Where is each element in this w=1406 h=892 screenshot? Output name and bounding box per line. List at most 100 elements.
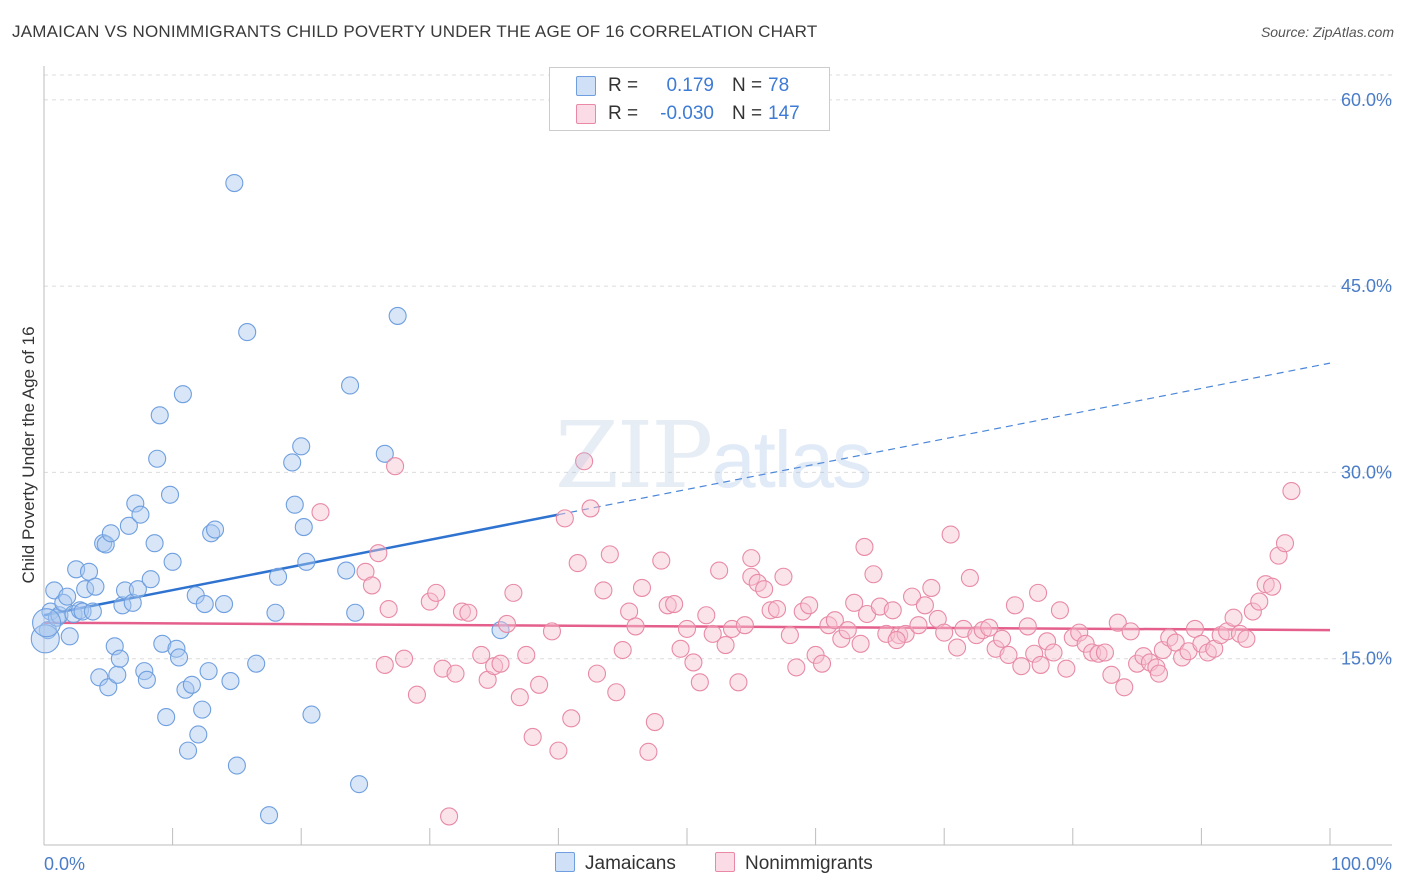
jamaican-point xyxy=(145,534,164,553)
jamaican-point xyxy=(205,520,225,539)
nonimmigrant-point xyxy=(517,645,536,665)
jamaican-point xyxy=(99,678,118,697)
nonimmigrant-point xyxy=(671,639,690,658)
nonimmigrant-point xyxy=(491,654,510,673)
nonimmigrant-point xyxy=(555,509,574,528)
nonimmigrant-point xyxy=(587,664,607,683)
legend-n-value: 78 xyxy=(768,75,790,96)
series-legend-jamaicans: Jamaicans xyxy=(555,852,676,875)
nonimmigrant-point xyxy=(600,545,619,564)
legend-r-label: R = xyxy=(608,103,639,124)
y-tick-label: 15.0% xyxy=(1341,649,1392,669)
nonimmigrant-point xyxy=(902,587,922,606)
trend-lines xyxy=(43,362,1331,632)
jamaican-point xyxy=(227,756,246,775)
nonimmigrant-point xyxy=(787,658,806,677)
nonimmigrant-point xyxy=(386,457,405,476)
nonimmigrant-point xyxy=(1083,643,1102,662)
nonimmigrant-point xyxy=(812,654,832,673)
jamaican-point xyxy=(238,323,257,342)
nonimmigrant-point xyxy=(395,649,414,668)
jamaican-point xyxy=(283,453,302,472)
nonimmigrant-point xyxy=(855,537,874,556)
series-legend-nonimmigrants: Nonimmigrants xyxy=(715,852,873,875)
legend-r-value: 0.179 xyxy=(666,75,714,96)
jamaican-point xyxy=(126,494,145,513)
jamaican-point xyxy=(96,535,115,554)
nonimmigrant-point xyxy=(607,683,626,702)
nonimmigrant-point xyxy=(1070,623,1089,642)
series-label-nonimmigrants: Nonimmigrants xyxy=(745,853,873,874)
jamaican-point xyxy=(30,624,60,654)
jamaican-point xyxy=(119,516,138,535)
nonimmigrant-point xyxy=(446,664,465,683)
nonimmigrant-point xyxy=(1031,655,1050,674)
watermark-zip: ZIP xyxy=(555,402,713,509)
jamaican-point xyxy=(266,603,285,622)
nonimmigrant-point xyxy=(742,549,761,568)
nonimmigrant-point xyxy=(864,565,883,584)
legend-r-value: -0.030 xyxy=(660,103,714,124)
jamaican-point xyxy=(388,306,407,325)
jamaican-point xyxy=(225,173,244,193)
jamaican-point xyxy=(32,608,62,638)
nonimmigrant-point xyxy=(523,727,542,747)
series-swatch-jamaicans xyxy=(555,852,575,872)
nonimmigrant-point xyxy=(1057,659,1076,678)
nonimmigrant-point xyxy=(716,635,735,655)
jamaican-point xyxy=(195,595,214,614)
nonimmigrant-point xyxy=(1166,633,1185,652)
jamaican-point xyxy=(110,649,129,668)
nonimmigrant-point xyxy=(935,623,954,642)
nonimmigrant-point xyxy=(890,626,909,645)
nonimmigrant-point xyxy=(665,595,684,614)
nonimmigrant-point xyxy=(761,601,780,620)
nonimmigrant-point xyxy=(1224,608,1243,627)
tick-labels: 15.0% 30.0% 45.0% 60.0% 0.0% 100.0% xyxy=(44,90,1392,874)
jamaican-point xyxy=(163,552,182,571)
nonimmigrant-point xyxy=(1038,632,1057,651)
nonimmigrant-point xyxy=(729,673,748,692)
nonimmigrant-point xyxy=(594,581,613,600)
nonimmigrant-point xyxy=(755,580,774,599)
source-credit: Source: ZipAtlas.com xyxy=(1260,24,1394,40)
nonimmigrant-point xyxy=(542,622,562,641)
jamaican-point xyxy=(341,376,360,395)
legend-r-label: R = xyxy=(608,75,639,96)
nonimmigrant-point xyxy=(1185,619,1205,638)
jamaican-point xyxy=(285,495,304,514)
jamaican-point xyxy=(141,570,160,589)
jamaican-point xyxy=(182,675,201,694)
nonimmigrant-point xyxy=(800,596,819,615)
jamaican-point xyxy=(302,705,321,724)
jamaican-point xyxy=(169,648,189,667)
nonimmigrant-point xyxy=(915,596,934,615)
nonimmigrant-point xyxy=(922,578,941,597)
nonimmigrant-point xyxy=(774,567,793,586)
jamaican-point xyxy=(157,708,176,727)
nonimmigrant-point xyxy=(999,645,1018,665)
nonimmigrant-point xyxy=(1243,602,1262,621)
nonimmigrant-point xyxy=(896,624,915,643)
jamaican-point xyxy=(189,725,208,744)
jamaican-point xyxy=(173,385,192,404)
jamaican-point xyxy=(148,449,167,468)
jamaican-point xyxy=(178,741,198,760)
nonimmigrant-point xyxy=(459,603,478,622)
nonimmigrant-point xyxy=(1121,622,1140,641)
nonimmigrant-point xyxy=(780,626,799,645)
watermark: ZIPatlas xyxy=(555,402,872,509)
nonimmigrant-point xyxy=(626,617,645,636)
data-points xyxy=(30,173,1301,826)
nonimmigrant-point xyxy=(632,578,652,597)
legend-row-nonimmigrants: R = -0.030 N = 147 xyxy=(550,100,829,128)
nonimmigrant-point xyxy=(1263,577,1282,596)
nonimmigrant-point xyxy=(851,634,870,653)
nonimmigrant-point xyxy=(767,599,787,619)
jamaican-point xyxy=(269,567,288,586)
y-tick-label: 45.0% xyxy=(1341,276,1392,296)
nonimmigrant-point xyxy=(427,583,446,602)
nonimmigrant-point xyxy=(645,712,664,732)
nonimmigrant-point xyxy=(980,618,999,637)
